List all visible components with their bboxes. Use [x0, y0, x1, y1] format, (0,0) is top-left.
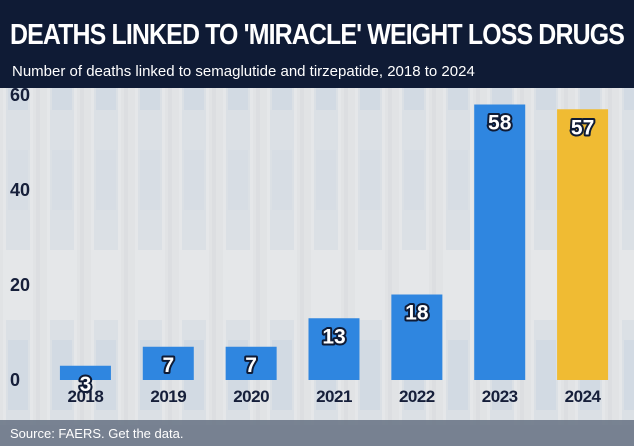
x-tick-label-2024: 2024 — [565, 387, 602, 406]
bar-2019 — [142, 346, 194, 380]
bar-2018 — [59, 365, 111, 380]
header-banner — [0, 0, 634, 88]
bar-2023 — [474, 104, 526, 380]
value-label-2024: 57 — [571, 116, 594, 139]
bar-2022 — [391, 294, 443, 380]
value-label-2019: 7 — [162, 354, 174, 377]
value-label-2021: 13 — [322, 325, 345, 348]
y-tick-label: 0 — [10, 370, 20, 390]
chart-title: DEATHS LINKED TO 'MIRACLE' WEIGHT LOSS D… — [10, 19, 625, 51]
x-tick-label-2019: 2019 — [150, 387, 186, 406]
x-tick-label-2020: 2020 — [233, 387, 269, 406]
y-axis: 0 20 40 60 — [10, 85, 30, 390]
y-tick-label: 20 — [10, 275, 30, 295]
source-note: Source: FAERS. Get the data. — [10, 426, 183, 441]
value-label-2022: 18 — [405, 302, 429, 325]
bar-2020 — [225, 346, 277, 380]
x-tick-label-2023: 2023 — [482, 387, 518, 406]
y-tick-label: 40 — [10, 180, 30, 200]
bar-2021 — [308, 318, 360, 380]
x-tick-label-2021: 2021 — [316, 387, 352, 406]
chart-subtitle: Number of deaths linked to semaglutide a… — [12, 63, 475, 80]
value-labels-group: 3 7 7 13 18 58 57 — [78, 110, 597, 398]
bars-group — [59, 104, 609, 380]
bar-2024 — [557, 109, 609, 380]
footer-band — [0, 420, 634, 446]
x-axis: 2018 2019 2020 2021 2022 2023 2024 — [68, 387, 603, 406]
x-tick-label-2018: 2018 — [68, 387, 104, 406]
value-label-2018: 3 — [80, 373, 92, 396]
y-tick-label: 60 — [10, 85, 30, 105]
value-label-2023: 58 — [488, 112, 512, 135]
value-label-2020: 7 — [245, 354, 257, 377]
x-tick-label-2022: 2022 — [399, 387, 435, 406]
